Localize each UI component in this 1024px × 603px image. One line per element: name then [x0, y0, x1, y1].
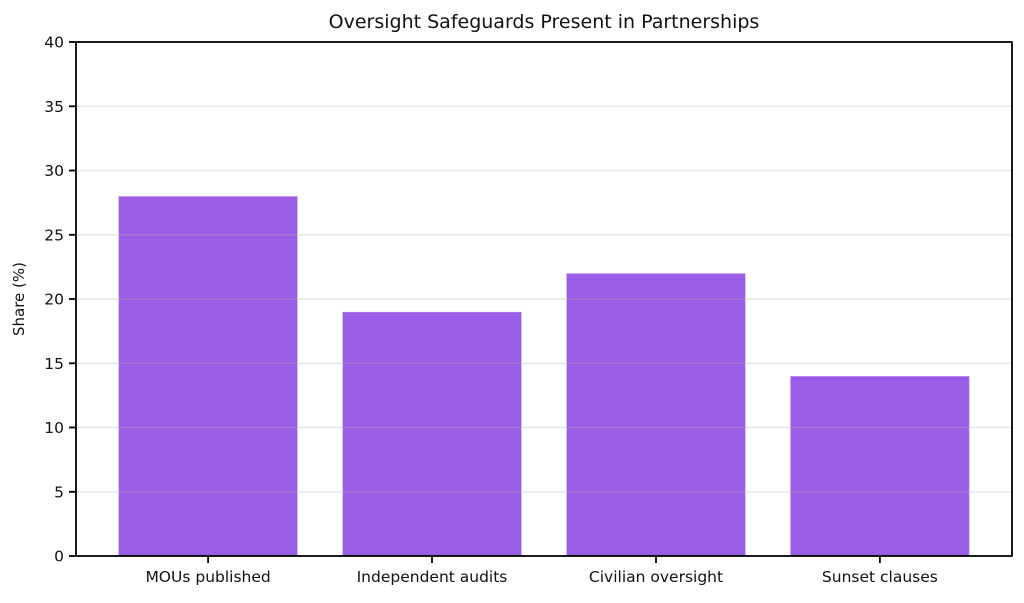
y-axis-label: Share (%): [10, 262, 28, 336]
chart-title: Oversight Safeguards Present in Partners…: [329, 11, 760, 33]
ticks-layer: 0 5 10 15 20 25 30 35 40 MOUs published Independen…: [44, 34, 938, 587]
y-tick-label-30: 30: [44, 162, 64, 180]
bar-sunset-clauses: [789, 375, 970, 557]
gridlines-layer: [76, 41, 1012, 493]
bar-independent-audits: [342, 311, 523, 557]
bar-civilian-oversight: [565, 272, 747, 557]
x-tick-label-2: Civilian oversight: [589, 568, 723, 586]
y-tick-label-35: 35: [44, 98, 64, 116]
x-tick-label-3: Sunset clauses: [822, 568, 938, 586]
y-tick-label-0: 0: [54, 548, 64, 566]
y-tick-label-15: 15: [44, 355, 64, 373]
y-tick-label-40: 40: [44, 34, 64, 52]
x-tick-label-0: MOUs published: [145, 568, 270, 586]
y-tick-label-20: 20: [44, 291, 64, 309]
y-tick-label-10: 10: [44, 419, 64, 437]
axes-frame: [75, 41, 1013, 557]
bars-layer: [118, 195, 970, 557]
y-tick-label-5: 5: [54, 483, 64, 501]
x-tick-label-1: Independent audits: [357, 568, 508, 586]
y-tick-label-25: 25: [44, 226, 64, 244]
bar-mous-published: [118, 195, 299, 557]
